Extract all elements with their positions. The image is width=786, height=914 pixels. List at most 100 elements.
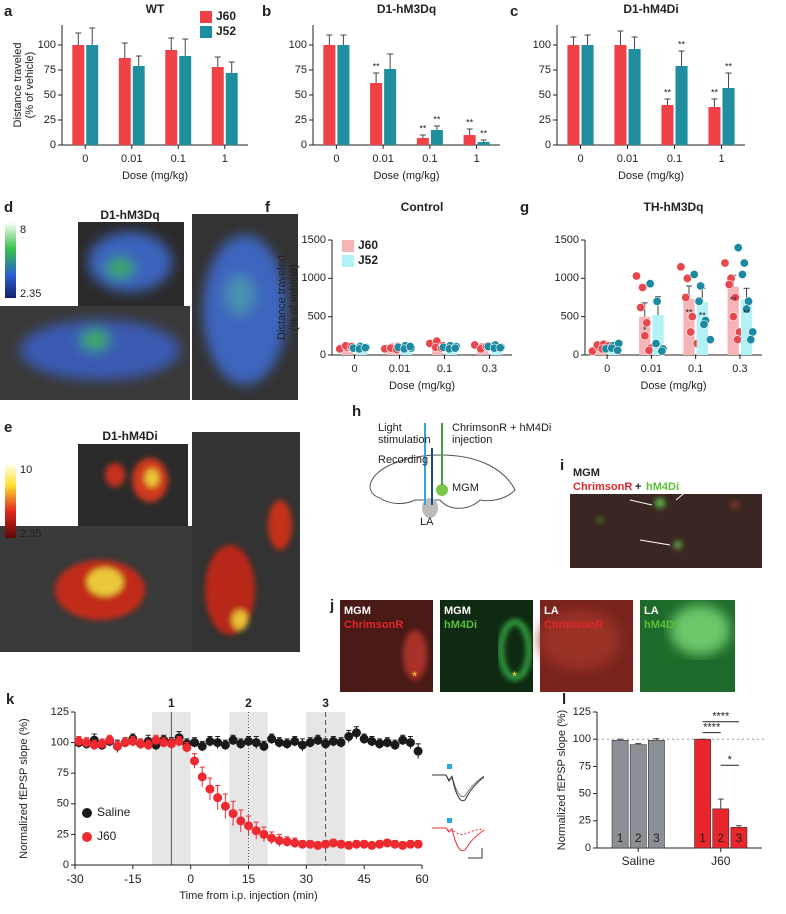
legend-label: J52 bbox=[358, 253, 378, 267]
bar bbox=[118, 58, 131, 145]
x-tick-label: 0.01 bbox=[121, 153, 142, 165]
window-label: 2 bbox=[245, 696, 252, 710]
data-point bbox=[351, 728, 361, 738]
data-point bbox=[360, 343, 370, 353]
panel-i: i MGM ChrimsonR + hM4Di bbox=[560, 457, 762, 568]
data-point bbox=[705, 335, 715, 345]
bar bbox=[675, 66, 688, 145]
data-point bbox=[136, 739, 146, 749]
data-point bbox=[213, 793, 223, 803]
data-point bbox=[744, 296, 754, 306]
data-point bbox=[82, 738, 92, 748]
panel-letter: d bbox=[4, 199, 13, 216]
data-point bbox=[97, 739, 107, 749]
bar bbox=[384, 69, 397, 145]
data-point bbox=[290, 838, 300, 848]
x-tick-label: 0.3 bbox=[482, 363, 497, 375]
activation-map bbox=[20, 232, 287, 385]
data-point bbox=[297, 839, 307, 849]
y-tick-label: 75 bbox=[295, 64, 307, 76]
bar bbox=[683, 299, 695, 355]
data-point bbox=[328, 736, 338, 746]
legend-swatch bbox=[342, 240, 354, 252]
data-point bbox=[732, 335, 742, 345]
data-point bbox=[728, 312, 738, 322]
chart-title: D1-hM3Dq bbox=[377, 2, 436, 16]
x-tick-label: 0.3 bbox=[732, 363, 747, 375]
data-point bbox=[190, 738, 200, 748]
activation-map bbox=[55, 458, 292, 635]
y-axis-label: Normalized fEPSP slope (%) bbox=[18, 718, 30, 858]
y-axis-label: Distance traveled bbox=[276, 255, 288, 340]
data-point bbox=[375, 839, 385, 849]
bar bbox=[323, 45, 336, 145]
data-point bbox=[382, 738, 392, 748]
data-point bbox=[405, 342, 415, 352]
y-tick-label: 500 bbox=[561, 311, 579, 323]
data-point bbox=[390, 839, 400, 849]
x-tick-label: 0.01 bbox=[389, 363, 410, 375]
x-tick-label: 0.1 bbox=[667, 153, 682, 165]
data-point bbox=[197, 772, 207, 782]
x-tick-label: 0.01 bbox=[372, 153, 393, 165]
x-tick-label: 0.01 bbox=[641, 363, 662, 375]
x-axis-label: Dose (mg/kg) bbox=[618, 170, 684, 182]
legend-label: J60 bbox=[97, 829, 117, 843]
y-tick-label: 1500 bbox=[555, 234, 579, 246]
x-tick-label: 15 bbox=[242, 872, 256, 886]
image-label: ChrimsonR bbox=[544, 619, 603, 631]
data-point bbox=[687, 312, 697, 322]
image-title: D1-hM4Di bbox=[102, 429, 157, 443]
y-tick-label: 75 bbox=[539, 64, 551, 76]
data-point bbox=[313, 735, 323, 745]
chart-title: WT bbox=[146, 2, 165, 16]
trace bbox=[432, 774, 485, 798]
significance: ** bbox=[743, 308, 751, 318]
x-axis-label: Dose (mg/kg) bbox=[389, 380, 455, 392]
data-point bbox=[450, 343, 460, 353]
data-point bbox=[321, 839, 331, 849]
data-point bbox=[205, 736, 215, 746]
data-point bbox=[228, 809, 238, 819]
data-point bbox=[251, 826, 261, 836]
x-tick-label: Saline bbox=[622, 854, 656, 868]
data-point bbox=[737, 269, 747, 279]
data-point bbox=[143, 740, 153, 750]
data-point bbox=[398, 735, 408, 745]
panel-letter: k bbox=[6, 691, 15, 708]
panel-d: d D1-hM3Dq 8 2.35 bbox=[0, 199, 298, 400]
legend-label: J60 bbox=[358, 238, 378, 252]
data-point bbox=[120, 738, 130, 748]
panel-letter: e bbox=[4, 419, 12, 436]
y-tick-label: 0 bbox=[301, 139, 307, 151]
chart-title: TH-hM3Dq bbox=[644, 200, 704, 214]
significance: ** bbox=[678, 39, 686, 49]
data-point bbox=[344, 840, 354, 850]
data-point bbox=[166, 739, 176, 749]
arrow bbox=[675, 489, 689, 501]
image-marker: * bbox=[412, 668, 417, 683]
window-label: 1 bbox=[168, 696, 175, 710]
x-tick-label: 0 bbox=[187, 872, 194, 886]
arrow bbox=[629, 499, 653, 506]
y-tick-label: 75 bbox=[44, 64, 56, 76]
significance: ** bbox=[699, 310, 707, 320]
y-tick-label: 25 bbox=[579, 815, 591, 827]
image-label: LA bbox=[644, 605, 659, 617]
colorbar-label: 8 bbox=[20, 224, 26, 236]
y-tick-label: 50 bbox=[295, 89, 307, 101]
diagram-label: Recording bbox=[378, 454, 428, 466]
signal bbox=[403, 630, 427, 680]
y-axis-label: (% of vehicle) bbox=[288, 264, 300, 331]
data-point bbox=[259, 741, 269, 751]
data-point bbox=[405, 738, 415, 748]
panel-letter: j bbox=[329, 597, 334, 614]
legend-swatch bbox=[342, 255, 354, 267]
y-tick-label: 50 bbox=[539, 89, 551, 101]
data-point bbox=[640, 331, 650, 341]
bar bbox=[696, 302, 708, 355]
image-label: MGM bbox=[573, 467, 600, 479]
image-label: MGM bbox=[444, 605, 471, 617]
y-tick-label: 0 bbox=[545, 139, 551, 151]
